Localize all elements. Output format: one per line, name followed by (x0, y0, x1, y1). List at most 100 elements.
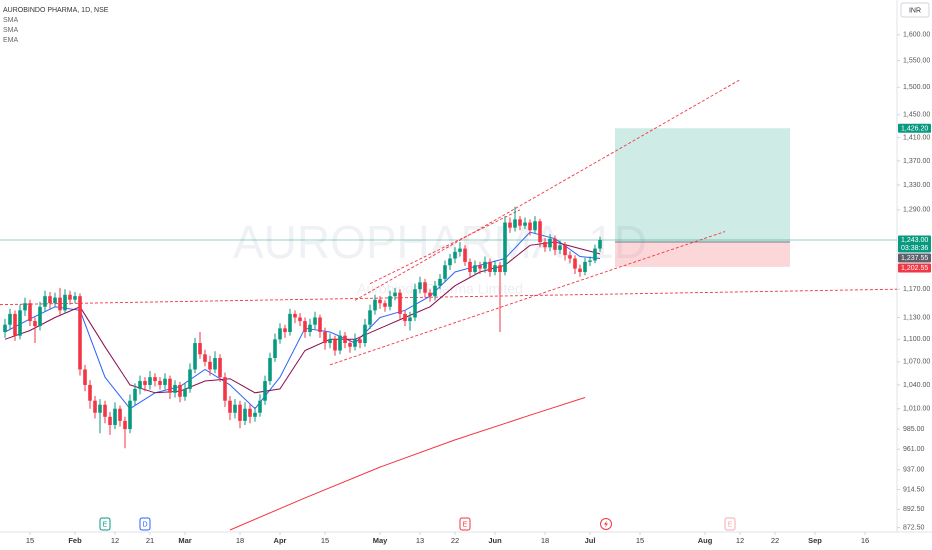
y-tick-label: 1,070.00 (903, 359, 930, 366)
candle-body (518, 219, 522, 226)
x-tick-label: 18 (236, 536, 244, 545)
price-label: 1,243.00 (901, 237, 928, 244)
candle-body (353, 339, 357, 347)
candle-body (558, 245, 562, 250)
candle-body (243, 408, 247, 421)
candle-body (53, 297, 57, 304)
candle-body (573, 258, 577, 269)
candle-body (483, 261, 487, 269)
candle-body (478, 265, 482, 269)
candle-body (513, 219, 517, 228)
candle-body (358, 339, 362, 344)
candle-body (528, 222, 532, 231)
candle-body (338, 335, 342, 351)
x-tick-label: Jul (585, 536, 596, 545)
candle-body (108, 416, 112, 425)
y-tick-label: 985.00 (903, 426, 925, 433)
candle-body (248, 408, 252, 417)
candle-body (28, 303, 32, 322)
candle-body (73, 296, 77, 300)
candle-body (8, 313, 12, 325)
candle-body (318, 317, 322, 332)
candle-body (138, 381, 142, 389)
candle-body (543, 241, 547, 248)
candle-body (368, 310, 372, 325)
price-label-box (898, 253, 931, 263)
candle-body (233, 404, 237, 413)
candle-body (398, 292, 402, 314)
candle-body (228, 400, 232, 413)
event-label: E (728, 521, 733, 528)
candle-body (3, 324, 7, 332)
candle-body (578, 268, 582, 273)
x-tick-label: Aug (698, 536, 713, 545)
candle-body (88, 384, 92, 401)
candle-body (393, 292, 397, 297)
trend-line (329, 231, 726, 366)
x-tick-label: Jun (488, 536, 502, 545)
y-tick-label: 892.50 (903, 506, 925, 513)
legend-title: AUROBINDO PHARMA, 1D, NSE (3, 7, 109, 14)
candle-body (288, 313, 292, 332)
x-tick-label: 21 (146, 536, 154, 545)
candle-body (198, 343, 202, 355)
candle-body (493, 265, 497, 273)
lightning (604, 520, 608, 528)
candle-body (278, 328, 282, 340)
currency-label[interactable]: INR (909, 7, 921, 14)
candle-body (283, 328, 287, 332)
candle-body (583, 261, 587, 273)
y-tick-label: 1,010.00 (903, 406, 930, 413)
candle-body (468, 261, 472, 273)
candle-body (128, 400, 132, 430)
candle-body (238, 404, 242, 421)
candle-body (458, 248, 462, 252)
legend-entry: EMA (3, 37, 19, 44)
candle-body (158, 381, 162, 385)
candle-body (48, 296, 52, 304)
x-tick-label: Apr (274, 536, 287, 545)
candle-body (453, 251, 457, 259)
candle-body (408, 317, 412, 322)
candle-body (98, 404, 102, 413)
event-marker (724, 517, 736, 531)
candle-body (208, 361, 212, 370)
candle-body (438, 278, 442, 286)
candle-body (313, 317, 317, 325)
y-tick-label: 1,370.00 (903, 158, 930, 165)
watermark: AUROPHARMA, 1D (233, 216, 647, 268)
candle-body (268, 358, 272, 382)
price-label-box (898, 263, 931, 273)
price-label-box (898, 235, 931, 253)
candle-body (168, 378, 172, 393)
price-countdown: 03:38:36 (901, 245, 928, 252)
event-marker (459, 517, 471, 531)
candle-body (533, 221, 537, 231)
candle-body (473, 265, 477, 273)
candle-body (363, 324, 367, 344)
candle-body (178, 384, 182, 397)
y-tick-label: 1,550.00 (903, 57, 930, 64)
candle-body (418, 282, 422, 290)
candle-body (273, 339, 277, 359)
candle-body (103, 404, 107, 417)
dividend-icon[interactable] (600, 518, 612, 530)
y-tick-label: 1,450.00 (903, 112, 930, 119)
candle-body (143, 381, 147, 385)
y-tick-label: 1,290.00 (903, 207, 930, 214)
legend-entry: SMA (3, 27, 19, 34)
candle-body (348, 343, 352, 347)
candle-body (553, 238, 557, 250)
candle-body (328, 339, 332, 344)
candle-body (383, 303, 387, 307)
candle-body (223, 377, 227, 401)
candle-body (123, 420, 127, 430)
currency-button[interactable] (900, 2, 930, 18)
candle-body (193, 343, 197, 370)
candle-body (68, 294, 72, 300)
y-tick-label: 1,170.00 (903, 286, 930, 293)
candle-body (433, 285, 437, 297)
y-tick-label: 1,410.00 (903, 134, 930, 141)
x-tick-label: 18 (541, 536, 549, 545)
